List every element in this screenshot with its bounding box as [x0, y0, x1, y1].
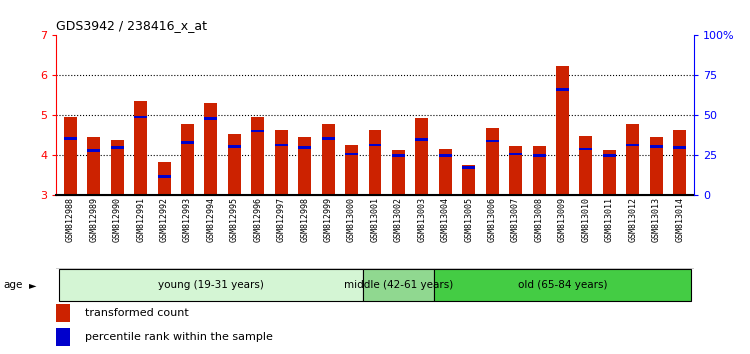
Text: GSM813002: GSM813002	[394, 197, 403, 242]
Text: GSM813008: GSM813008	[535, 197, 544, 242]
Bar	[556, 67, 569, 195]
Text: middle (42-61 years): middle (42-61 years)	[344, 280, 453, 290]
Bar	[532, 154, 545, 157]
Bar	[298, 137, 311, 195]
Bar	[345, 145, 358, 195]
Bar	[486, 128, 499, 195]
Bar	[674, 146, 686, 149]
Text: GSM812997: GSM812997	[277, 197, 286, 242]
Text: young (19-31 years): young (19-31 years)	[158, 280, 264, 290]
Bar	[345, 153, 358, 155]
Bar	[416, 138, 428, 141]
Bar	[58, 269, 363, 301]
Bar	[486, 139, 499, 142]
Bar	[134, 101, 147, 195]
Text: GSM813010: GSM813010	[581, 197, 590, 242]
Bar	[322, 124, 334, 195]
Bar	[674, 130, 686, 195]
Bar	[87, 137, 100, 195]
Bar	[181, 124, 194, 195]
Bar	[580, 136, 592, 195]
Bar	[650, 145, 663, 148]
Bar	[416, 118, 428, 195]
Bar	[368, 143, 382, 146]
Text: GSM812994: GSM812994	[206, 197, 215, 242]
Text: GSM812991: GSM812991	[136, 197, 146, 242]
Bar	[650, 137, 663, 195]
Bar	[363, 269, 434, 301]
Bar	[181, 141, 194, 143]
Text: GSM813014: GSM813014	[675, 197, 684, 242]
Bar	[322, 137, 334, 139]
Bar	[274, 130, 288, 195]
Text: GSM813012: GSM813012	[628, 197, 638, 242]
Bar	[603, 150, 616, 195]
Bar	[439, 154, 452, 157]
Bar	[205, 117, 218, 120]
Bar	[56, 304, 70, 322]
Bar	[556, 88, 569, 91]
Text: GSM813001: GSM813001	[370, 197, 380, 242]
Bar	[56, 328, 70, 346]
Text: GSM813011: GSM813011	[604, 197, 613, 242]
Bar	[251, 130, 264, 132]
Text: GSM813004: GSM813004	[441, 197, 450, 242]
Text: transformed count: transformed count	[85, 308, 189, 318]
Text: GSM812989: GSM812989	[89, 197, 98, 242]
Bar	[87, 149, 100, 152]
Bar	[509, 146, 522, 195]
Bar	[298, 146, 311, 149]
Text: GSM812996: GSM812996	[254, 197, 262, 242]
Bar	[251, 117, 264, 195]
Bar	[392, 154, 405, 157]
Bar	[158, 162, 170, 195]
Text: GSM813013: GSM813013	[652, 197, 661, 242]
Text: GSM813009: GSM813009	[558, 197, 567, 242]
Text: GSM812998: GSM812998	[300, 197, 309, 242]
Bar	[580, 148, 592, 150]
Bar	[111, 146, 124, 149]
Text: GSM813003: GSM813003	[417, 197, 426, 242]
Bar	[205, 103, 218, 195]
Text: GSM812993: GSM812993	[183, 197, 192, 242]
Text: GSM813006: GSM813006	[488, 197, 496, 242]
Bar	[368, 130, 382, 195]
Bar	[392, 150, 405, 195]
Bar	[433, 269, 692, 301]
Text: GSM812999: GSM812999	[323, 197, 332, 242]
Text: ►: ►	[28, 280, 36, 290]
Text: GSM813007: GSM813007	[512, 197, 520, 242]
Text: GSM813005: GSM813005	[464, 197, 473, 242]
Bar	[64, 137, 76, 139]
Bar	[439, 149, 452, 195]
Text: GSM812995: GSM812995	[230, 197, 238, 242]
Bar	[64, 117, 76, 195]
Bar	[462, 166, 476, 169]
Text: age: age	[4, 280, 23, 290]
Text: GDS3942 / 238416_x_at: GDS3942 / 238416_x_at	[56, 19, 207, 32]
Bar	[228, 145, 241, 148]
Bar	[626, 143, 639, 146]
Bar	[111, 140, 124, 195]
Text: percentile rank within the sample: percentile rank within the sample	[85, 332, 273, 342]
Bar	[603, 154, 616, 157]
Bar	[274, 143, 288, 146]
Text: GSM813000: GSM813000	[347, 197, 356, 242]
Text: old (65-84 years): old (65-84 years)	[518, 280, 608, 290]
Bar	[462, 165, 476, 195]
Bar	[509, 153, 522, 155]
Bar	[228, 134, 241, 195]
Text: GSM812988: GSM812988	[66, 197, 75, 242]
Text: GSM812990: GSM812990	[112, 197, 122, 242]
Bar	[134, 116, 147, 119]
Bar	[626, 124, 639, 195]
Text: GSM812992: GSM812992	[160, 197, 169, 242]
Bar	[532, 146, 545, 195]
Bar	[158, 175, 170, 178]
